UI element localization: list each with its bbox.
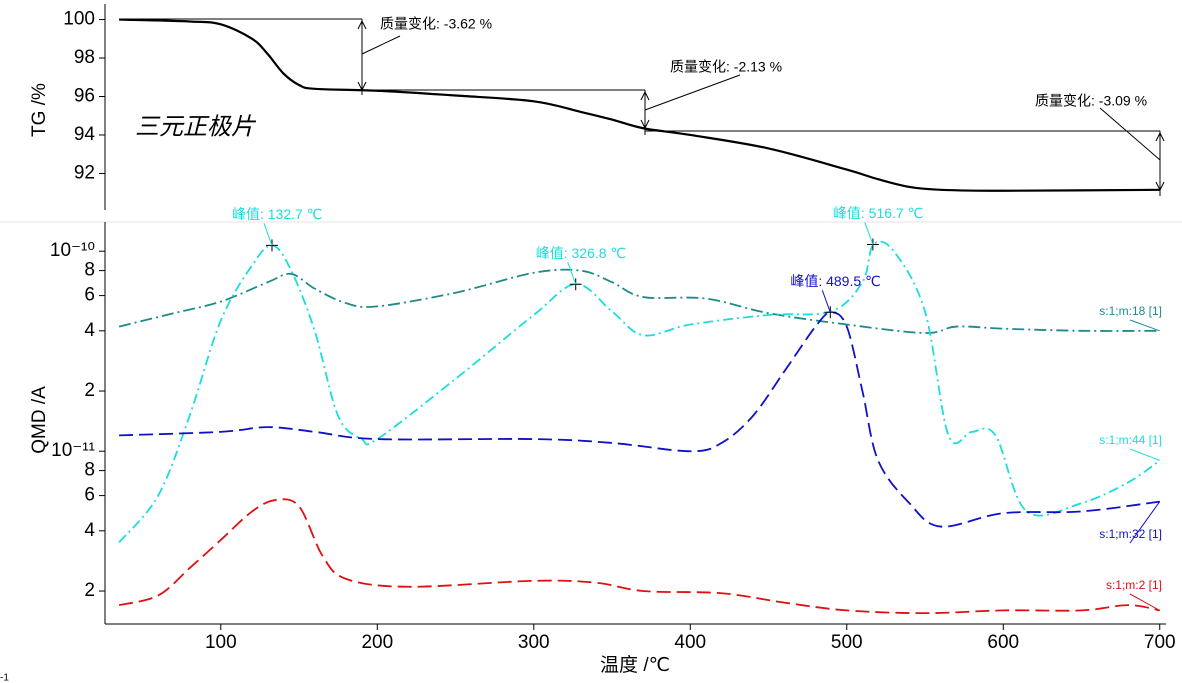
mass-change: 质量变化: -2.13 % <box>670 59 782 75</box>
y-tick-label: 6 <box>84 285 95 306</box>
leader <box>361 35 401 55</box>
y-tick-label: 8 <box>84 460 95 481</box>
legend-label: s:1;m:32 [1] <box>1099 527 1162 541</box>
legend-leader <box>1129 593 1160 611</box>
peak-leader <box>263 223 273 246</box>
peak-label: 峰值: 132.7 ℃ <box>232 206 322 222</box>
y-axis-label: QMD /A <box>29 386 50 454</box>
legend-label: s:1;m:44 [1] <box>1099 433 1162 447</box>
y-tick-label: 8 <box>84 260 95 281</box>
x-tick-label: 100 <box>205 632 237 653</box>
legend-label: s:1;m:18 [1] <box>1099 304 1162 318</box>
corner-text: -1 <box>0 673 9 683</box>
x-tick-label: 400 <box>674 632 706 653</box>
x-tick-label: 300 <box>518 632 550 653</box>
x-tick-label: 200 <box>361 632 393 653</box>
series-line <box>119 18 1160 192</box>
peak-marker <box>866 238 879 251</box>
y-tick-label: 10⁻¹⁰ <box>50 240 95 261</box>
y-tick-label: 98 <box>74 47 95 68</box>
x-tick-label: 700 <box>1144 632 1176 653</box>
mass-change: 质量变化: -3.09 % <box>1035 93 1147 109</box>
y-tick-label: 2 <box>84 380 95 401</box>
y-tick-label: 2 <box>84 580 95 601</box>
y-tick-label: 4 <box>84 320 95 341</box>
y-tick-label: 94 <box>74 124 96 145</box>
peak-label: 峰值: 489.5 ℃ <box>790 273 880 289</box>
mass-change: 质量变化: -3.62 % <box>380 16 492 32</box>
legend-label: s:1;m:2 [1] <box>1106 578 1162 592</box>
series-line <box>118 268 1160 334</box>
arrow-head <box>1155 131 1165 192</box>
legend-leader <box>1129 319 1160 332</box>
peak-leader <box>821 290 831 313</box>
step-markers <box>120 18 1165 196</box>
peak-label: 峰值: 516.7 ℃ <box>833 205 923 221</box>
sample-label: 三元正极片 <box>135 113 257 140</box>
x-tick-label: 500 <box>831 632 863 653</box>
leader <box>1099 107 1161 161</box>
y-axis-label: TG /% <box>29 83 50 137</box>
series-line <box>119 311 1160 528</box>
peak-marker <box>824 306 837 319</box>
y-tick-label: 10⁻¹¹ <box>51 440 95 461</box>
leader <box>644 74 741 111</box>
x-tick-label: 600 <box>987 632 1019 653</box>
series-line <box>118 240 1161 543</box>
legend-leader <box>1129 448 1160 461</box>
x-axis-label: 温度 /℃ <box>600 654 670 676</box>
legend-leader <box>1129 501 1161 544</box>
peak-leader <box>864 222 874 245</box>
series-line <box>118 498 1160 615</box>
y-tick-label: 96 <box>74 86 95 107</box>
y-tick-label: 4 <box>84 520 95 541</box>
peak-leader <box>567 262 577 285</box>
y-tick-label: 100 <box>63 9 95 30</box>
peak-label: 峰值: 326.8 ℃ <box>536 245 626 261</box>
y-tick-label: 6 <box>84 485 95 506</box>
y-tick-label: 92 <box>74 162 95 183</box>
